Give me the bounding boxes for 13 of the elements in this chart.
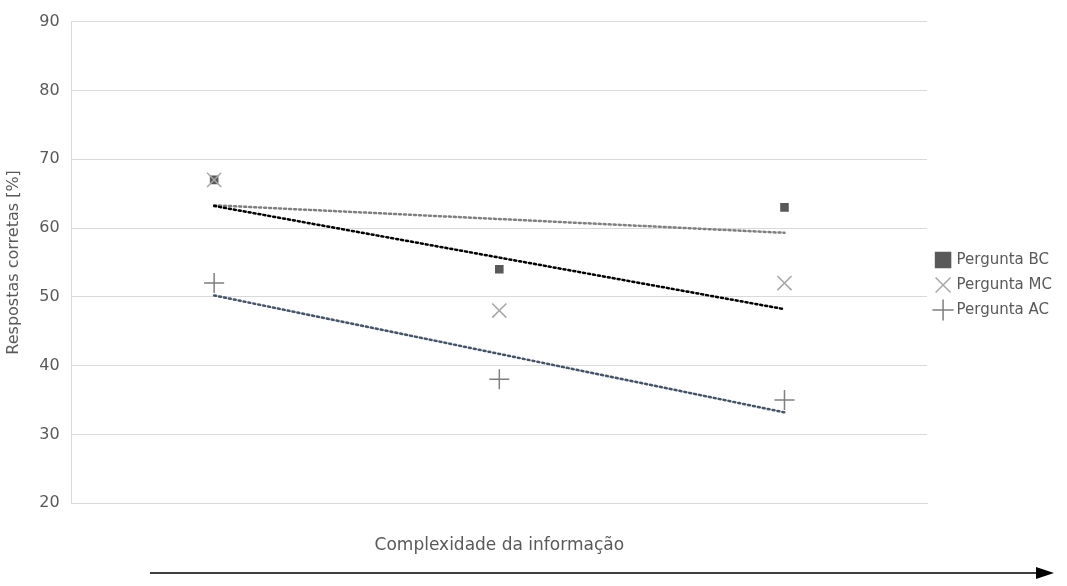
y-tick-label: 90 [39,10,60,30]
y-tick-label: 60 [39,217,60,237]
legend-label: Pergunta AC [956,299,1050,318]
legend-label: Pergunta BC [956,249,1050,268]
y-tick-label: 20 [39,492,60,512]
y-tick-label: 70 [39,148,60,168]
y-tick-label: 50 [39,285,60,305]
y-tick-label: 80 [39,79,60,99]
y-tick-label: 30 [39,423,60,443]
x-axis-title: Complexidade da informação [374,534,625,555]
y-tick-label: 40 [39,354,60,374]
legend-label: Pergunta MC [956,274,1052,293]
y-axis-title: Respostas corretas [%] [2,170,22,355]
